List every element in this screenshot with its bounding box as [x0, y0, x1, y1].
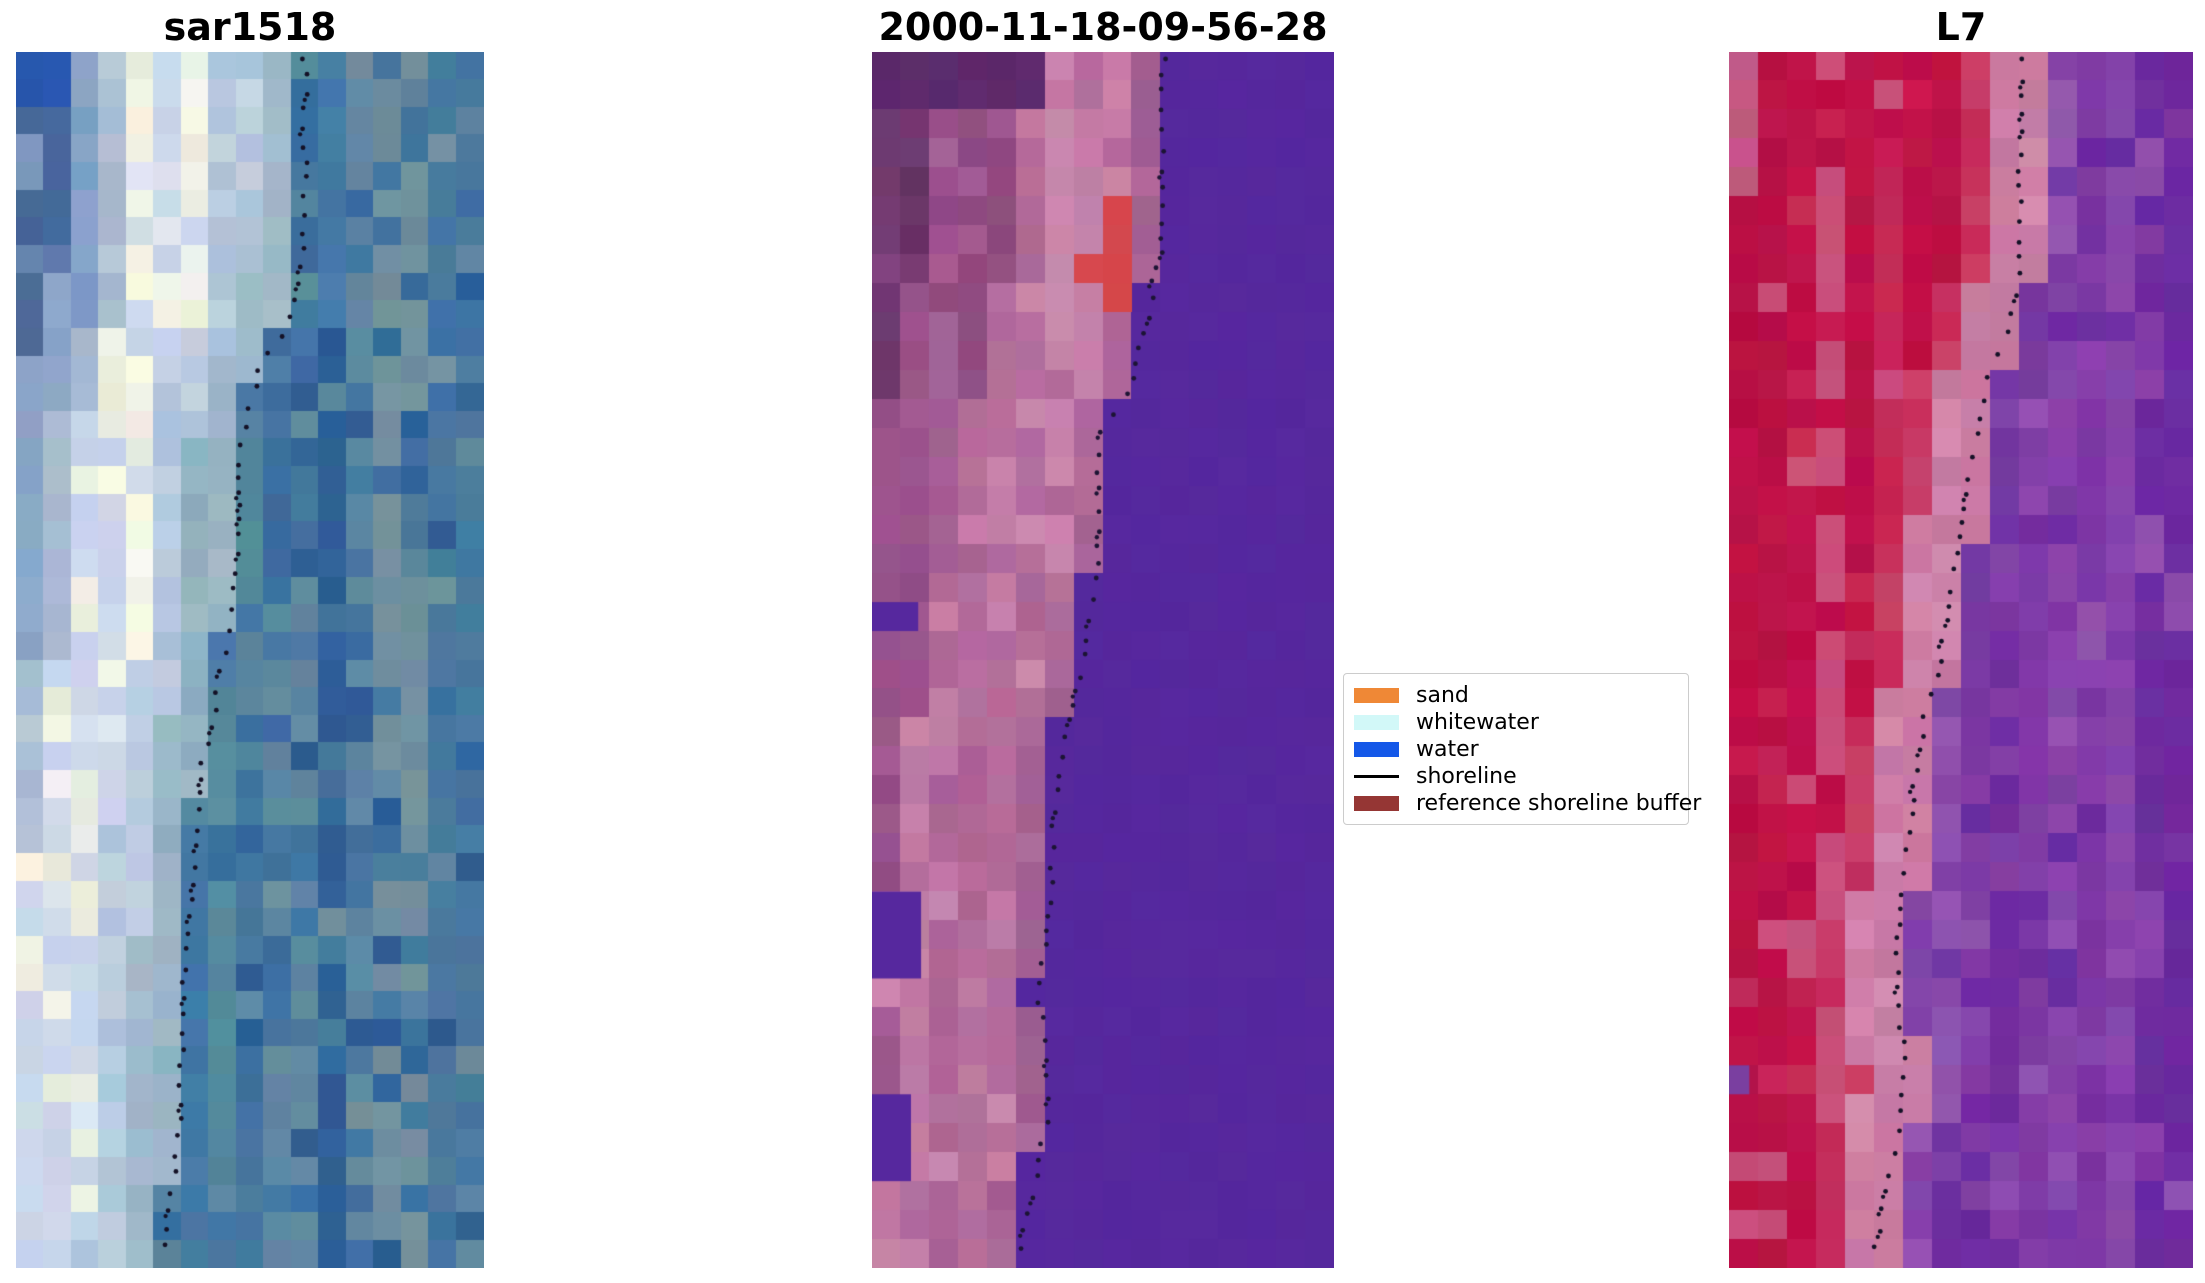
legend-item-water: water: [1354, 736, 1678, 763]
legend: sand whitewater water shoreline reference sh…: [1343, 673, 1701, 825]
legend-item-reference-shoreline-buffer: reference shoreline buffer: [1354, 790, 1701, 817]
legend-label: water: [1416, 737, 1479, 762]
legend-color-swatch: [1354, 742, 1399, 757]
panel-title-l7: L7: [1935, 5, 1987, 49]
legend-item-sand: sand: [1354, 682, 1678, 709]
classified-image-panel: [872, 52, 1334, 1268]
legend-color-swatch: [1354, 715, 1399, 730]
l7-image-panel: [1729, 52, 2193, 1268]
legend-item-whitewater: whitewater: [1354, 709, 1678, 736]
legend-color-swatch: [1354, 796, 1399, 811]
legend-item-shoreline: shoreline: [1354, 763, 1678, 790]
panel-title-sar1518: sar1518: [163, 5, 337, 49]
panel-title-date: 2000-11-18-09-56-28: [878, 5, 1328, 49]
legend-line-swatch: [1354, 775, 1399, 778]
legend-label: whitewater: [1416, 710, 1539, 735]
legend-color-swatch: [1354, 688, 1399, 703]
legend-label: reference shoreline buffer: [1416, 791, 1702, 816]
legend-label: shoreline: [1416, 764, 1517, 789]
legend-label: sand: [1416, 683, 1469, 708]
sar-image-panel: [16, 52, 484, 1268]
